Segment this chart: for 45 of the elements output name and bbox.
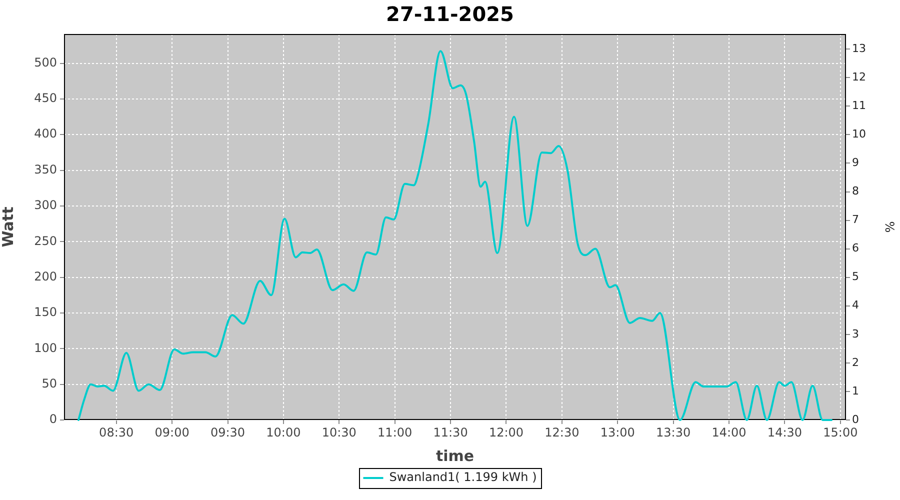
y2-tick-label: 4 xyxy=(852,298,859,312)
y-axis-title: Watt xyxy=(0,206,17,248)
y2-tick-label: 11 xyxy=(852,99,866,112)
y2-tick-label: 1 xyxy=(852,384,859,398)
y2-tick-label: 10 xyxy=(852,128,866,141)
y2-tick-label: 8 xyxy=(852,184,859,198)
y-tick-label: 300 xyxy=(34,198,57,212)
x-tick-label: 14:30 xyxy=(767,425,802,440)
line-series xyxy=(77,50,833,421)
y-tick-label: 150 xyxy=(34,305,57,320)
y-tick-label: 350 xyxy=(34,162,57,176)
y2-axis-title: % xyxy=(882,221,897,233)
x-tick-label: 15:00 xyxy=(823,425,858,440)
y-tick-label: 500 xyxy=(34,55,57,70)
x-tick-label: 09:30 xyxy=(210,425,246,440)
x-tick-label: 12:30 xyxy=(544,425,580,440)
y-tick-label: 0 xyxy=(49,412,57,426)
x-tick-label: 10:30 xyxy=(322,425,356,440)
x-tick-label: 13:00 xyxy=(600,425,635,440)
y2-tick-label: 9 xyxy=(852,156,859,170)
y2-tick-label: 2 xyxy=(852,356,859,369)
x-axis-title: time xyxy=(436,446,474,465)
y-tick-label: 400 xyxy=(34,126,57,141)
x-tick-label: 08:30 xyxy=(99,425,134,440)
x-tick-label: 09:00 xyxy=(154,425,190,440)
y2-tick-label: 12 xyxy=(852,70,866,84)
y-tick-label: 250 xyxy=(34,234,57,248)
x-tick-label: 12:00 xyxy=(488,425,524,440)
x-tick-label: 11:00 xyxy=(378,425,412,440)
x-tick-label: 14:00 xyxy=(712,425,746,440)
chart-title: 27-11-2025 xyxy=(386,2,514,26)
y2-tick-label: 6 xyxy=(852,242,859,255)
y-tick-label: 100 xyxy=(34,340,57,355)
y-tick-label: 50 xyxy=(42,376,57,390)
y2-tick-label: 0 xyxy=(852,412,859,426)
y-tick-label: 450 xyxy=(34,91,57,106)
y2-tick-label: 7 xyxy=(852,213,859,226)
y2-tick-label: 3 xyxy=(852,327,859,340)
x-tick-label: 10:00 xyxy=(266,425,301,440)
legend-label: Swanland1( 1.199 kWh ) xyxy=(389,470,537,484)
x-tick-label: 13:30 xyxy=(656,425,691,440)
y2-tick-label: 5 xyxy=(852,270,859,284)
x-tick-label: 11:30 xyxy=(433,425,468,440)
y2-tick-label: 13 xyxy=(852,42,866,55)
y-tick-label: 200 xyxy=(34,269,57,284)
